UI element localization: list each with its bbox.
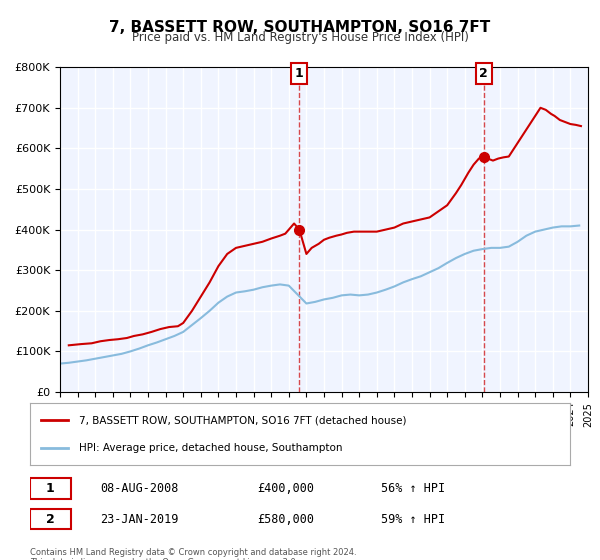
Text: HPI: Average price, detached house, Southampton: HPI: Average price, detached house, Sout… [79,442,342,452]
Text: 08-AUG-2008: 08-AUG-2008 [100,482,179,495]
Text: £400,000: £400,000 [257,482,314,495]
Text: 7, BASSETT ROW, SOUTHAMPTON, SO16 7FT (detached house): 7, BASSETT ROW, SOUTHAMPTON, SO16 7FT (d… [79,416,406,426]
Text: 23-JAN-2019: 23-JAN-2019 [100,512,179,526]
Text: 1: 1 [295,67,304,80]
Text: Contains HM Land Registry data © Crown copyright and database right 2024.
This d: Contains HM Land Registry data © Crown c… [30,548,356,560]
Text: 2: 2 [479,67,488,80]
Text: £580,000: £580,000 [257,512,314,526]
Text: 1: 1 [46,482,55,495]
FancyBboxPatch shape [30,478,71,499]
Text: 2: 2 [46,512,55,526]
Text: Price paid vs. HM Land Registry's House Price Index (HPI): Price paid vs. HM Land Registry's House … [131,31,469,44]
Text: 56% ↑ HPI: 56% ↑ HPI [381,482,445,495]
Text: 59% ↑ HPI: 59% ↑ HPI [381,512,445,526]
Text: 7, BASSETT ROW, SOUTHAMPTON, SO16 7FT: 7, BASSETT ROW, SOUTHAMPTON, SO16 7FT [109,20,491,35]
FancyBboxPatch shape [30,509,71,529]
